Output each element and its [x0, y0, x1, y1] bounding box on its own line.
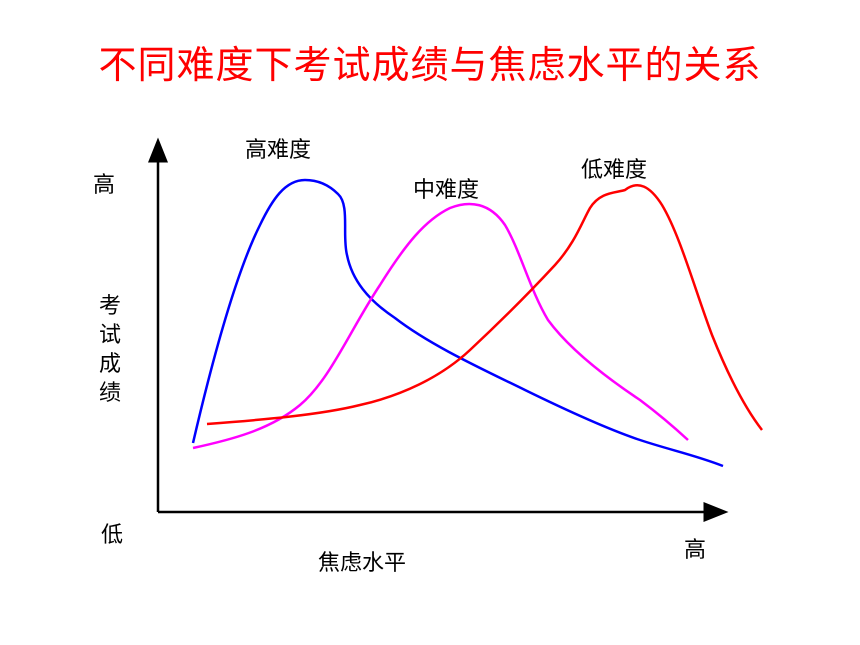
curve-high-difficulty [191, 178, 724, 468]
y-high-label: 高 [93, 173, 115, 198]
curve-label-high: 高难度 [245, 138, 311, 163]
x-high-label: 高 [684, 538, 706, 563]
curve-medium-difficulty [192, 202, 689, 450]
x-axis-label: 焦虑水平 [318, 551, 406, 576]
curve-low-difficulty [206, 184, 763, 431]
curve-label-low: 低难度 [581, 158, 647, 183]
slide-title: 不同难度下考试成绩与焦虑水平的关系 [98, 43, 762, 87]
y-low-label: 低 [101, 523, 123, 548]
y-axis-label: 考试成绩 [99, 294, 121, 406]
curve-label-medium: 中难度 [413, 178, 479, 203]
